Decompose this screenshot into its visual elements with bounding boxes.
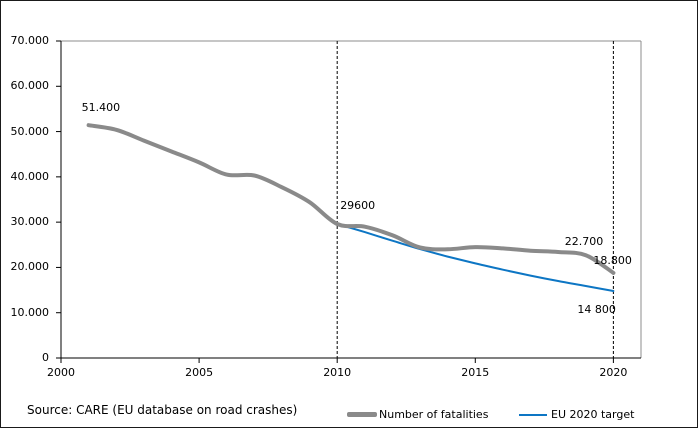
legend-label-target: EU 2020 target (551, 407, 635, 421)
point-label-0: 51.400 (81, 101, 121, 115)
x-tick-label-1: 2005 (185, 366, 214, 379)
target-line-swatch (519, 413, 547, 416)
point-label-2: 22.700 (564, 235, 604, 249)
y-tick-label-7: 0 (42, 351, 49, 364)
y-tick-label-2: 50.000 (10, 124, 50, 138)
legend-item-fatalities: Number of fatalities (347, 407, 488, 422)
y-tick-label-1: 60.000 (10, 79, 50, 93)
fatalities-line-swatch (347, 412, 377, 417)
point-label-3: 18.800 (593, 253, 632, 267)
y-tick-label-0: 70.000 (10, 34, 50, 47)
x-tick-label-0: 2000 (47, 366, 75, 379)
legend-item-target: EU 2020 target (519, 407, 634, 422)
y-tick-label-6: 10.000 (10, 305, 50, 319)
legend-label-fatalities: Number of fatalities (379, 407, 489, 421)
x-tick-label-4: 2020 (599, 366, 628, 379)
y-tick-label-3: 40.000 (10, 169, 50, 183)
y-tick-label-5: 20.000 (10, 260, 50, 274)
x-tick-label-3: 2015 (461, 366, 490, 379)
fatalities-line (86, 123, 616, 275)
y-tick-label-4: 30.000 (10, 215, 50, 229)
point-label-4: 14 800 (577, 302, 616, 316)
source-note: Source: CARE (EU database on road crashe… (27, 403, 298, 417)
point-label-1: 29600 (340, 198, 376, 212)
x-tick-label-2: 2010 (323, 366, 352, 379)
target-line (336, 223, 615, 292)
